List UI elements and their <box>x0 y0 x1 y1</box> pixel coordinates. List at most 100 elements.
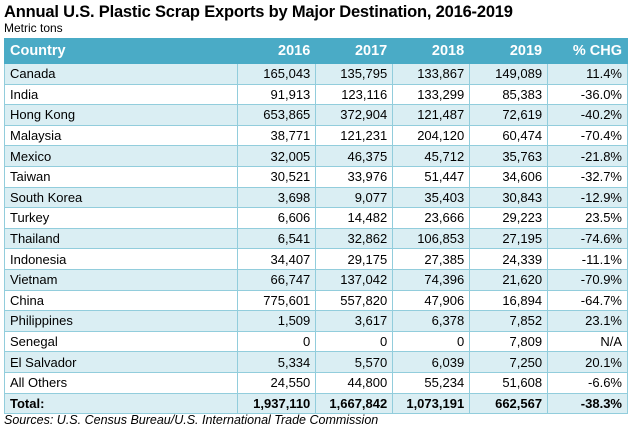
value-cell: 33,976 <box>315 165 394 188</box>
value-cell: 5,334 <box>237 351 317 373</box>
value-cell: 137,042 <box>315 268 394 291</box>
value-cell: 16,894 <box>469 289 549 312</box>
value-cell: -38.3% <box>547 392 628 415</box>
value-cell: 30,843 <box>469 186 549 209</box>
table-row: Mexico 32,005 46,375 45,712 35,763 -21.8% <box>3 145 628 167</box>
value-cell: 55,234 <box>392 371 471 394</box>
value-cell: -70.4% <box>547 124 628 147</box>
country-cell: El Salvador <box>3 351 239 373</box>
value-cell: 11.4% <box>547 63 628 85</box>
country-cell: Vietnam <box>3 268 239 291</box>
value-cell: 21,620 <box>469 268 549 291</box>
value-cell: -36.0% <box>547 83 628 106</box>
value-cell: 653,865 <box>237 104 317 126</box>
table-row: Indonesia 34,407 29,175 27,385 24,339 -11.1% <box>3 248 628 270</box>
value-cell: 1,667,842 <box>315 392 394 415</box>
country-cell: Total: <box>3 392 239 415</box>
value-cell: 0 <box>392 330 471 353</box>
country-cell: Mexico <box>3 145 239 167</box>
column-header: 2018 <box>392 38 471 64</box>
value-cell: 35,763 <box>469 145 549 167</box>
table-row: Turkey 6,606 14,482 23,666 29,223 23.5% <box>3 207 628 229</box>
value-cell: 27,195 <box>469 227 549 250</box>
value-cell: 23.5% <box>547 207 628 229</box>
value-cell: 9,077 <box>315 186 394 209</box>
table-row: Malaysia 38,771 121,231 204,120 60,474 -70.4% <box>3 124 628 147</box>
table-header-row: Country 2016 2017 2018 2019% CHG <box>3 38 628 64</box>
table-row: Canada 165,043 135,795 133,867 149,089 11.4% <box>3 63 628 85</box>
table-row: All Others 24,550 44,800 55,234 51,608 -6.6% <box>3 371 628 394</box>
value-cell: 23.1% <box>547 310 628 332</box>
value-cell: 72,619 <box>469 104 549 126</box>
value-cell: 7,809 <box>469 330 549 353</box>
value-cell: 45,712 <box>392 145 471 167</box>
value-cell: 32,005 <box>237 145 317 167</box>
table-row: Philippines 1,509 3,617 6,378 7,852 23.1% <box>3 310 628 332</box>
value-cell: 1,073,191 <box>392 392 471 415</box>
value-cell: 662,567 <box>469 392 549 415</box>
country-cell: Senegal <box>3 330 239 353</box>
country-cell: Indonesia <box>3 248 239 270</box>
exports-table: Country 2016 2017 2018 2019% CHG Canada 165,0… <box>3 38 628 415</box>
value-cell: 27,385 <box>392 248 471 270</box>
country-cell: Turkey <box>3 207 239 229</box>
value-cell: 38,771 <box>237 124 317 147</box>
value-cell: 23,666 <box>392 207 471 229</box>
country-cell: Thailand <box>3 227 239 250</box>
value-cell: 204,120 <box>392 124 471 147</box>
value-cell: 51,447 <box>392 165 471 188</box>
value-cell: 0 <box>315 330 394 353</box>
table-row: Taiwan 30,521 33,976 51,447 34,606 -32.7% <box>3 165 628 188</box>
source-note: Sources: U.S. Census Bureau/U.S. Interna… <box>4 413 379 427</box>
value-cell: 6,606 <box>237 207 317 229</box>
value-cell: 24,550 <box>237 371 317 394</box>
table-row: China 775,601 557,820 47,906 16,894 -64.7% <box>3 289 628 312</box>
table-row: Thailand 6,541 32,862 106,853 27,195 -74.6% <box>3 227 628 250</box>
value-cell: -64.7% <box>547 289 628 312</box>
value-cell: 35,403 <box>392 186 471 209</box>
value-cell: -32.7% <box>547 165 628 188</box>
column-header: 2016 <box>237 38 317 64</box>
country-cell: Philippines <box>3 310 239 332</box>
subtitle: Metric tons <box>4 21 63 35</box>
country-cell: South Korea <box>3 186 239 209</box>
value-cell: 24,339 <box>469 248 549 270</box>
value-cell: 20.1% <box>547 351 628 373</box>
column-header: 2019 <box>469 38 549 64</box>
value-cell: 3,617 <box>315 310 394 332</box>
value-cell: 106,853 <box>392 227 471 250</box>
total-row: Total: 1,937,110 1,667,842 1,073,191 662,567… <box>3 392 628 415</box>
value-cell: 44,800 <box>315 371 394 394</box>
column-header: % CHG <box>547 38 628 64</box>
value-cell: 74,396 <box>392 268 471 291</box>
value-cell: -74.6% <box>547 227 628 250</box>
value-cell: 372,904 <box>315 104 394 126</box>
value-cell: 85,383 <box>469 83 549 106</box>
value-cell: 7,250 <box>469 351 549 373</box>
table-row: El Salvador 5,334 5,570 6,039 7,250 20.1% <box>3 351 628 373</box>
table-row: India 91,913 123,116 133,299 85,383 -36.0% <box>3 83 628 106</box>
value-cell: 29,223 <box>469 207 549 229</box>
value-cell: 123,116 <box>315 83 394 106</box>
value-cell: 91,913 <box>237 83 317 106</box>
value-cell: 6,541 <box>237 227 317 250</box>
value-cell: 5,570 <box>315 351 394 373</box>
country-cell: All Others <box>3 371 239 394</box>
value-cell: 34,606 <box>469 165 549 188</box>
value-cell: -21.8% <box>547 145 628 167</box>
value-cell: 60,474 <box>469 124 549 147</box>
country-cell: India <box>3 83 239 106</box>
value-cell: 0 <box>237 330 317 353</box>
value-cell: 30,521 <box>237 165 317 188</box>
value-cell: 133,299 <box>392 83 471 106</box>
value-cell: 149,089 <box>469 63 549 85</box>
value-cell: 121,487 <box>392 104 471 126</box>
value-cell: 133,867 <box>392 63 471 85</box>
country-cell: Hong Kong <box>3 104 239 126</box>
value-cell: 34,407 <box>237 248 317 270</box>
column-header: Country <box>3 38 239 64</box>
value-cell: 165,043 <box>237 63 317 85</box>
value-cell: 775,601 <box>237 289 317 312</box>
table-row: Vietnam 66,747 137,042 74,396 21,620 -70.9% <box>3 268 628 291</box>
value-cell: 14,482 <box>315 207 394 229</box>
